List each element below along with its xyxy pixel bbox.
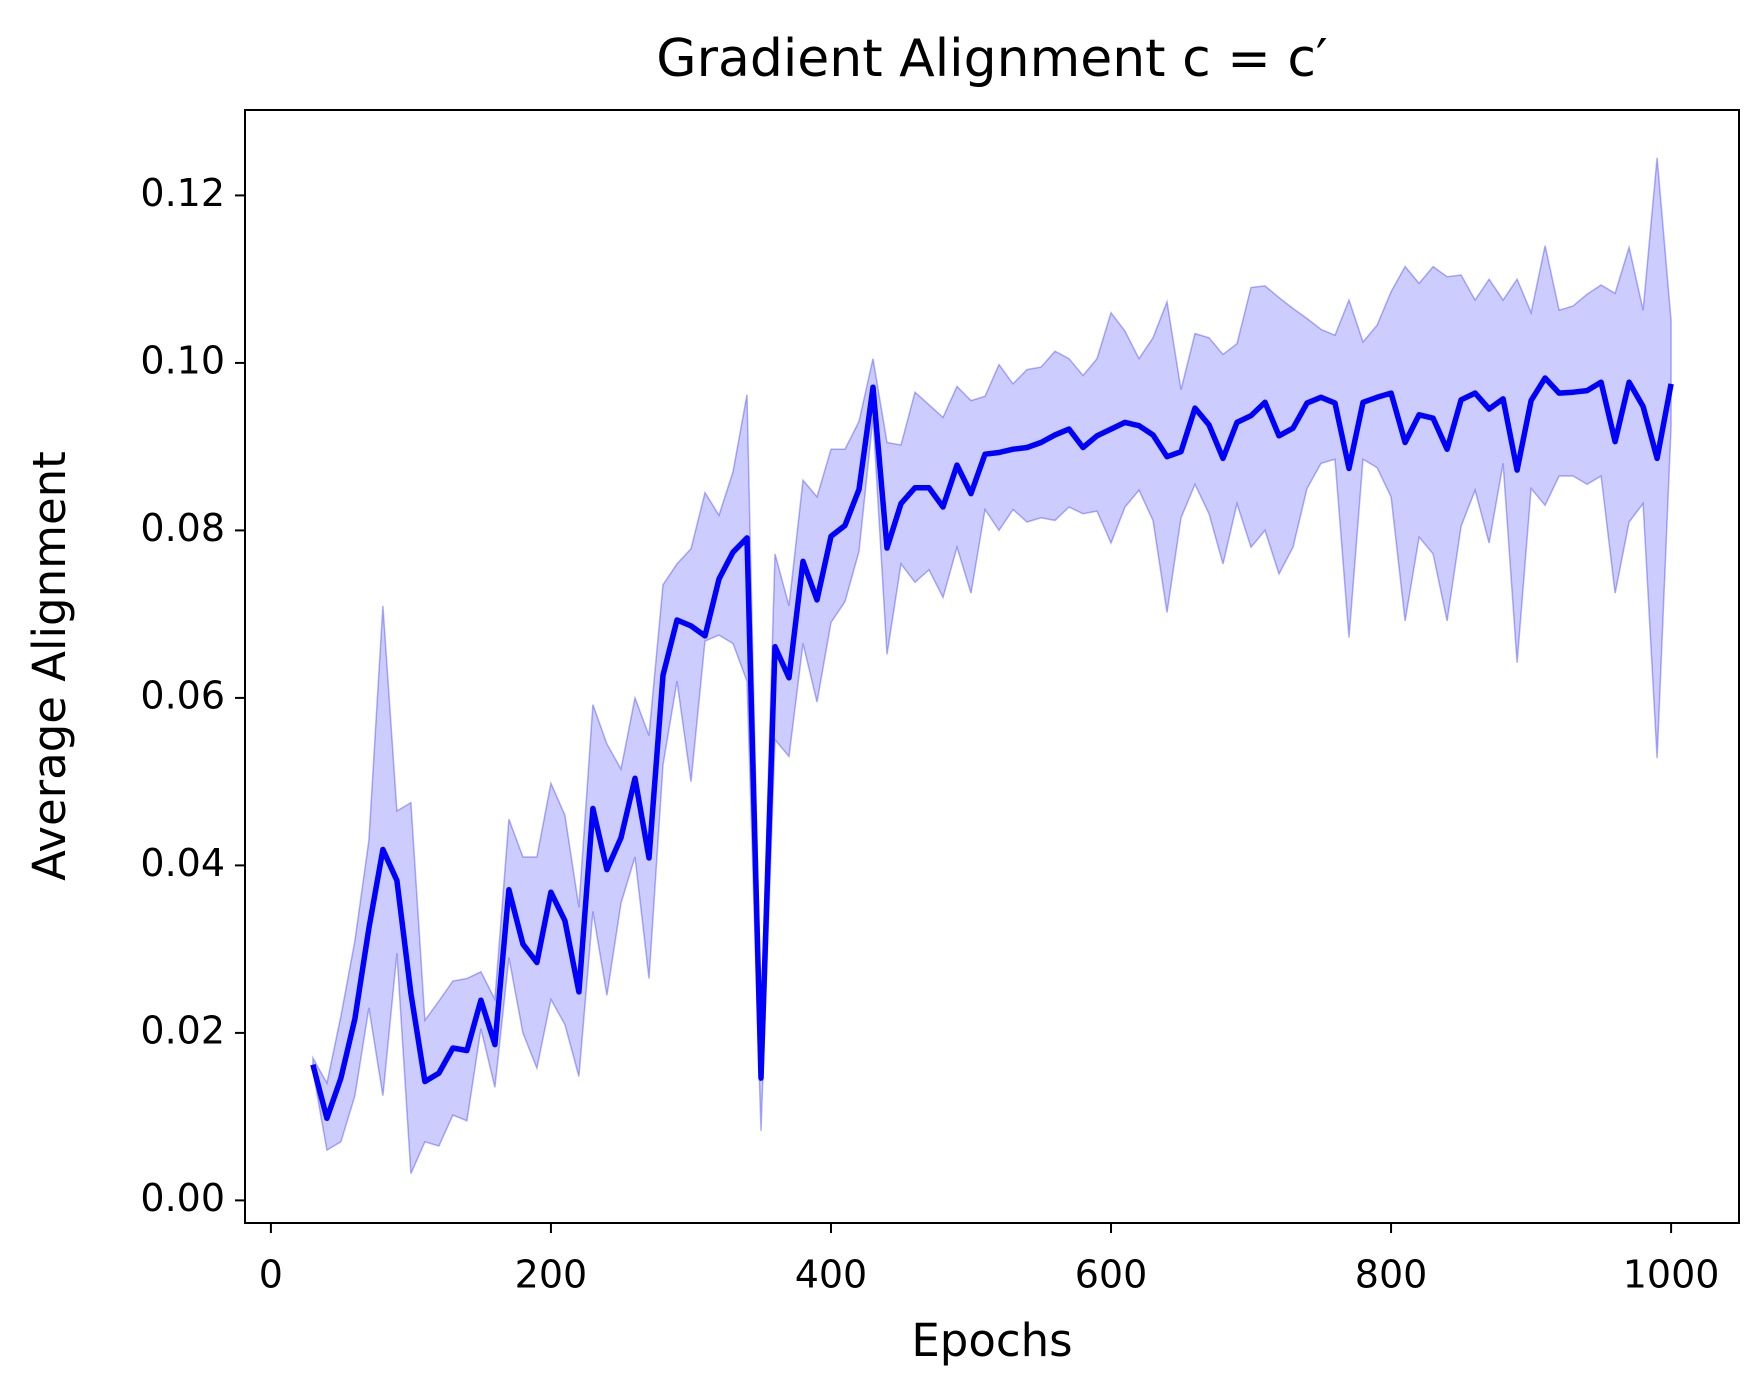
x-tick-label: 0 xyxy=(259,1253,283,1297)
y-axis-label: Average Alignment xyxy=(23,451,76,881)
x-tick-label: 400 xyxy=(795,1253,868,1297)
y-tick-label: 0.02 xyxy=(140,1008,225,1052)
data-line xyxy=(310,375,1674,1122)
y-tick-label: 0.12 xyxy=(140,171,225,215)
y-tick-label: 0.04 xyxy=(140,841,225,885)
x-tick-label: 800 xyxy=(1355,1253,1428,1297)
plot-frame xyxy=(244,109,1740,1224)
y-tick-label: 0.06 xyxy=(140,673,225,717)
y-tick-label: 0.10 xyxy=(140,338,225,382)
error-band xyxy=(312,157,1672,1174)
y-tick-label: 0.00 xyxy=(140,1176,225,1220)
y-tick-label: 0.08 xyxy=(140,506,225,550)
chart-title: Gradient Alignment c = c′ xyxy=(656,29,1327,89)
x-tick-label: 1000 xyxy=(1623,1253,1720,1297)
x-tick-label: 600 xyxy=(1075,1253,1148,1297)
x-tick-label: 200 xyxy=(515,1253,588,1297)
x-axis-label: Epochs xyxy=(911,1314,1072,1367)
